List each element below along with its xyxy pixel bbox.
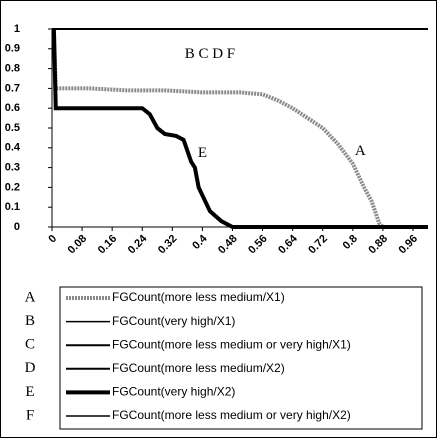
- legend-letter: D: [25, 360, 36, 376]
- x-tick-label: 0.16: [96, 233, 120, 257]
- annotation: E: [198, 145, 207, 161]
- x-tick-label: 0.24: [126, 232, 150, 256]
- legend-label: FGCount(more less medium or very high/X2…: [112, 408, 351, 422]
- x-tick-label: 0: [46, 233, 59, 246]
- x-tick-label: 0.8: [341, 233, 360, 252]
- y-tick-label: 0.6: [5, 102, 20, 114]
- legend-letter: F: [26, 407, 34, 423]
- series-line: [51, 28, 428, 229]
- y-tick-label: 0.3: [5, 162, 20, 174]
- x-tick-label: 0.4: [190, 232, 210, 252]
- legend-label: FGCount(very high/X2): [112, 385, 235, 399]
- y-tick-label: 0.8: [5, 63, 20, 75]
- y-tick-label: 0.7: [5, 82, 20, 94]
- legend-label: FGCount(more less medium or very high/X1…: [112, 337, 351, 351]
- y-tick-label: 0.4: [5, 142, 21, 154]
- legend-label: FGCount(more less medium/X1): [112, 290, 285, 304]
- x-tick-label: 0.64: [276, 232, 300, 256]
- y-tick-label: 0.2: [5, 181, 20, 193]
- y-tick-label: 0.1: [5, 201, 20, 213]
- legend-letter: C: [25, 337, 35, 353]
- y-tick-label: 0.9: [5, 43, 20, 55]
- y-tick-label: 1: [14, 23, 20, 35]
- legend-letter: A: [25, 289, 36, 305]
- annotation: B C D F: [185, 46, 235, 62]
- legend-box: [59, 286, 423, 430]
- legend-label: FGCount(very high/X1): [112, 314, 235, 328]
- x-tick-label: 0.88: [366, 233, 390, 257]
- x-tick-label: 0.56: [246, 233, 270, 257]
- x-tick-label: 0.32: [156, 233, 180, 257]
- x-tick-label: 0.08: [66, 233, 90, 257]
- x-tick-label: 0.48: [216, 233, 240, 257]
- y-tick-label: 0.5: [5, 122, 20, 134]
- x-tick-label: 0.96: [397, 233, 421, 257]
- x-tick-label: 0.72: [306, 233, 330, 257]
- legend-label: FGCount(more less medium/X2): [112, 361, 285, 375]
- legend-letter: B: [25, 313, 35, 329]
- series-line: [51, 28, 428, 229]
- legend-letter: E: [25, 384, 34, 400]
- y-tick-label: 0: [14, 221, 20, 233]
- annotation: A: [355, 143, 366, 159]
